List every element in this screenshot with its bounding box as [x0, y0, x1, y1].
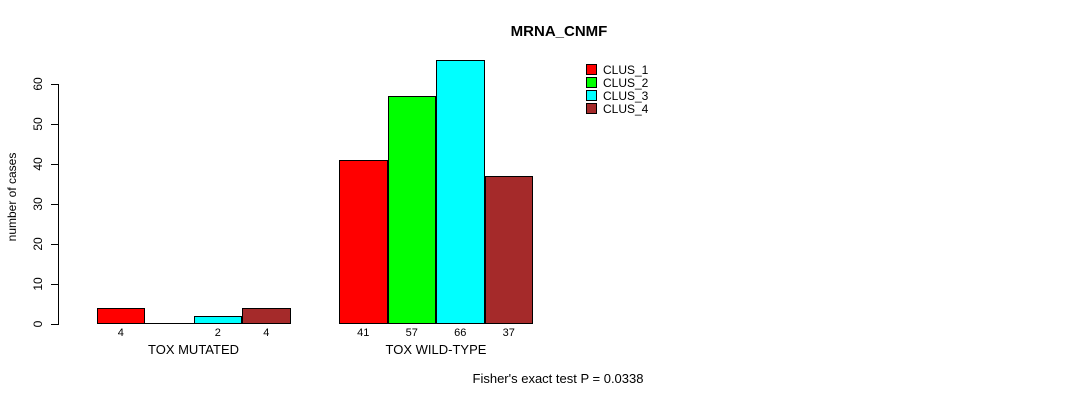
- bar-clus-4-tox-wild-type: [484, 176, 533, 324]
- bar-value-label: 4: [263, 327, 270, 339]
- legend-item-clus-3: CLUS_3: [586, 88, 649, 103]
- bar-clus-1-tox-mutated: [96, 308, 145, 324]
- legend: CLUS_1 CLUS_2 CLUS_3 CLUS_4: [586, 62, 649, 116]
- legend-label: CLUS_4: [603, 101, 649, 116]
- bar-value-label: 41: [357, 327, 370, 339]
- bar-clus-2-tox-mutated: [145, 323, 194, 324]
- y-tick-label: 60: [31, 77, 45, 91]
- y-tick-label: 0: [31, 320, 45, 328]
- y-tick-label: 40: [31, 157, 45, 171]
- legend-label: CLUS_3: [603, 88, 649, 103]
- legend-item-clus-1: CLUS_1: [586, 62, 649, 77]
- legend-swatch-clus-4: [586, 103, 597, 114]
- y-tick-mark: [51, 83, 58, 85]
- bar-value-label: 4: [117, 327, 124, 339]
- bar-value-label: 57: [405, 327, 418, 339]
- y-tick-mark: [51, 283, 58, 285]
- y-axis-line: [58, 84, 59, 325]
- group-label-tox-wild-type: TOX WILD-TYPE: [385, 342, 487, 357]
- y-tick-label: 50: [31, 117, 45, 131]
- legend-swatch-clus-1: [586, 64, 597, 75]
- bar-value-label: 2: [214, 327, 221, 339]
- legend-swatch-clus-3: [586, 90, 597, 101]
- fisher-test-annotation: Fisher's exact test P = 0.0338: [472, 371, 644, 386]
- y-tick-mark: [51, 243, 58, 245]
- legend-item-clus-2: CLUS_2: [586, 75, 649, 90]
- bar-clus-3-tox-wild-type: [436, 60, 485, 324]
- bar-value-label: 37: [502, 327, 515, 339]
- chart-title: MRNA_CNMF: [510, 23, 608, 40]
- y-tick-mark: [51, 163, 58, 165]
- bar-value-label: 66: [454, 327, 467, 339]
- y-tick-label: 10: [31, 277, 45, 291]
- y-tick-label: 20: [31, 237, 45, 251]
- y-axis-label: number of cases: [5, 152, 19, 242]
- legend-label: CLUS_1: [603, 62, 649, 77]
- y-tick-label: 30: [31, 197, 45, 211]
- y-tick-mark: [51, 323, 58, 325]
- bar-clus-1-tox-wild-type: [339, 160, 388, 324]
- legend-label: CLUS_2: [603, 75, 649, 90]
- y-tick-mark: [51, 123, 58, 125]
- y-tick-mark: [51, 203, 58, 205]
- legend-item-clus-4: CLUS_4: [586, 101, 649, 116]
- group-label-tox-mutated: TOX MUTATED: [148, 342, 239, 357]
- bar-clus-3-tox-mutated: [193, 316, 242, 324]
- legend-swatch-clus-2: [586, 77, 597, 88]
- bar-clus-2-tox-wild-type: [387, 96, 436, 324]
- bar-clus-4-tox-mutated: [242, 308, 291, 324]
